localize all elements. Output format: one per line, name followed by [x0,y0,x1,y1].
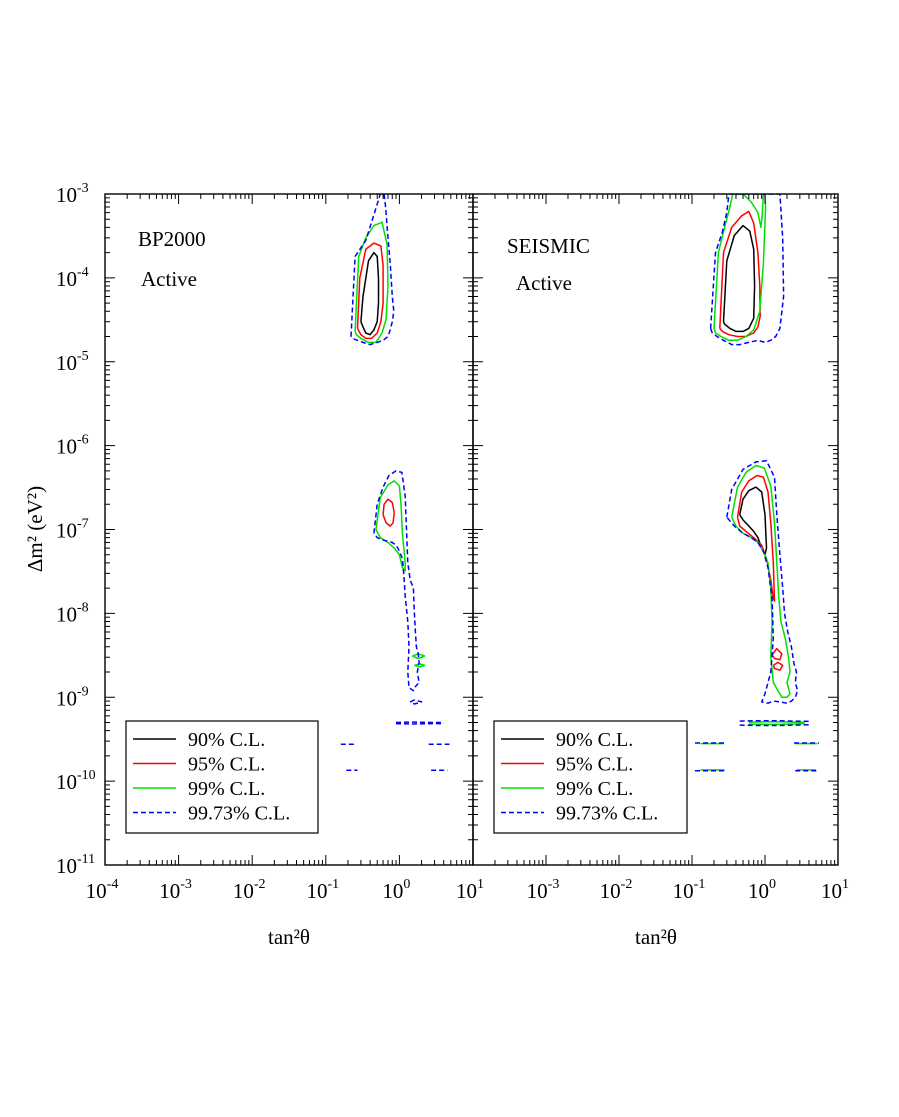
ytick-label: 10-8 [56,600,89,626]
ytick-label: 10-6 [56,433,89,459]
panel-left-xticklabels: 10-4 10-3 10-2 10-1 100 101 [86,877,484,903]
panel-left: 10-4 10-3 10-2 10-1 100 101 10-310-410-510-61… [56,181,484,949]
legend-label-left: 90% C.L. [188,729,265,751]
contour-right-s2-c3 [748,722,805,726]
legend-label-right: 99% C.L. [556,778,633,800]
contour-left-s3-c0 [350,194,395,346]
contour-left-s1-c1 [382,498,395,527]
ytick-label: 10-9 [56,684,89,710]
contour-right-s1-c3 [772,661,784,671]
panel-left-curves [340,194,450,771]
ytick-label: 10-4 [56,265,89,291]
contour-right-s1-c1 [736,474,776,602]
xtick-label-right: 100 [748,877,776,903]
ytick-label: 10-11 [56,852,95,878]
legend-label-right: 99.73% C.L. [556,803,658,825]
contour-right-s3-c2 [739,719,810,723]
contour-left-s3-c1 [373,470,420,692]
ytick-label: 10-7 [56,517,89,543]
contour-left-s2-c3 [414,663,426,668]
contour-right-s3-c1 [726,460,799,704]
contour-left-s2-c1 [375,480,406,572]
ytick-label: 10-5 [56,349,89,375]
xtick-label-left: 10-4 [86,877,119,903]
panel-left-yticklabels: 10-3 10-4 10-5 10-6 10-7 10-8 10-9 10-10 10-11 [56,181,96,878]
legend-label-left: 99.73% C.L. [188,803,290,825]
panel-right: 10-3 10-2 10-1 100 101 tan²θ SEISMIC Active … [472,193,849,949]
xtick-label-left: 101 [456,877,484,903]
xtick-label-right: 101 [821,877,849,903]
xtick-label-left: 10-1 [306,877,339,903]
xtick-label-left: 10-2 [233,877,266,903]
panel-left-ticks [104,194,473,866]
contour-right-s2-c2 [748,721,805,724]
panel-right-annotation-type: Active [516,271,572,295]
panel-left-annotation-model: BP2000 [138,227,206,251]
panel-right-curves [695,194,819,772]
xtick-label-left: 10-3 [159,877,192,903]
contour-right-s0-c0 [722,224,756,333]
y-axis-label: Δm² (eV²) [23,486,47,572]
contour-right-s3-c0 [709,194,785,346]
contour-right-s3-c3 [739,724,810,727]
xtick-label-right: 10-2 [600,877,633,903]
panel-left-annotation-type: Active [141,267,197,291]
panel-left-xlabel: tan²θ [268,925,310,949]
contour-right-s1-c2 [771,647,783,661]
legend-label-left: 95% C.L. [188,754,265,776]
xtick-label-left: 100 [382,877,410,903]
panel-right-xlabel: tan²θ [635,925,677,949]
legend-label-right: 95% C.L. [556,754,633,776]
xtick-label-right: 10-1 [673,877,706,903]
ytick-label: 10-10 [56,768,96,794]
legend-label-right: 90% C.L. [556,729,633,751]
panel-right-legend: 90% C.L. 95% C.L.99% C.L. 99.73% C.L. [493,720,688,834]
contour-left-s0-c0 [360,251,380,336]
panel-right-annotation-model: SEISMIC [507,234,590,258]
panel-right-xticklabels: 10-3 10-2 10-1 100 101 [527,877,849,903]
ytick-label: 10-3 [56,181,89,207]
panel-left-legend: 90% C.L. 95% C.L.99% C.L. 99.73% C.L. [125,720,319,834]
panel-right-frame [472,193,839,866]
contour-right-s0-c1 [738,486,768,556]
contour-right-s2-c0 [713,194,767,342]
legend-label-left: 99% C.L. [188,778,265,800]
contour-left-s2-c2 [412,653,426,660]
panel-right-ticks [472,194,838,866]
contour-right-s2-c1 [730,464,791,699]
xtick-label-right: 10-3 [527,877,560,903]
contour-left-s1-c0 [356,242,384,340]
contour-left-s3-c2 [409,699,423,705]
